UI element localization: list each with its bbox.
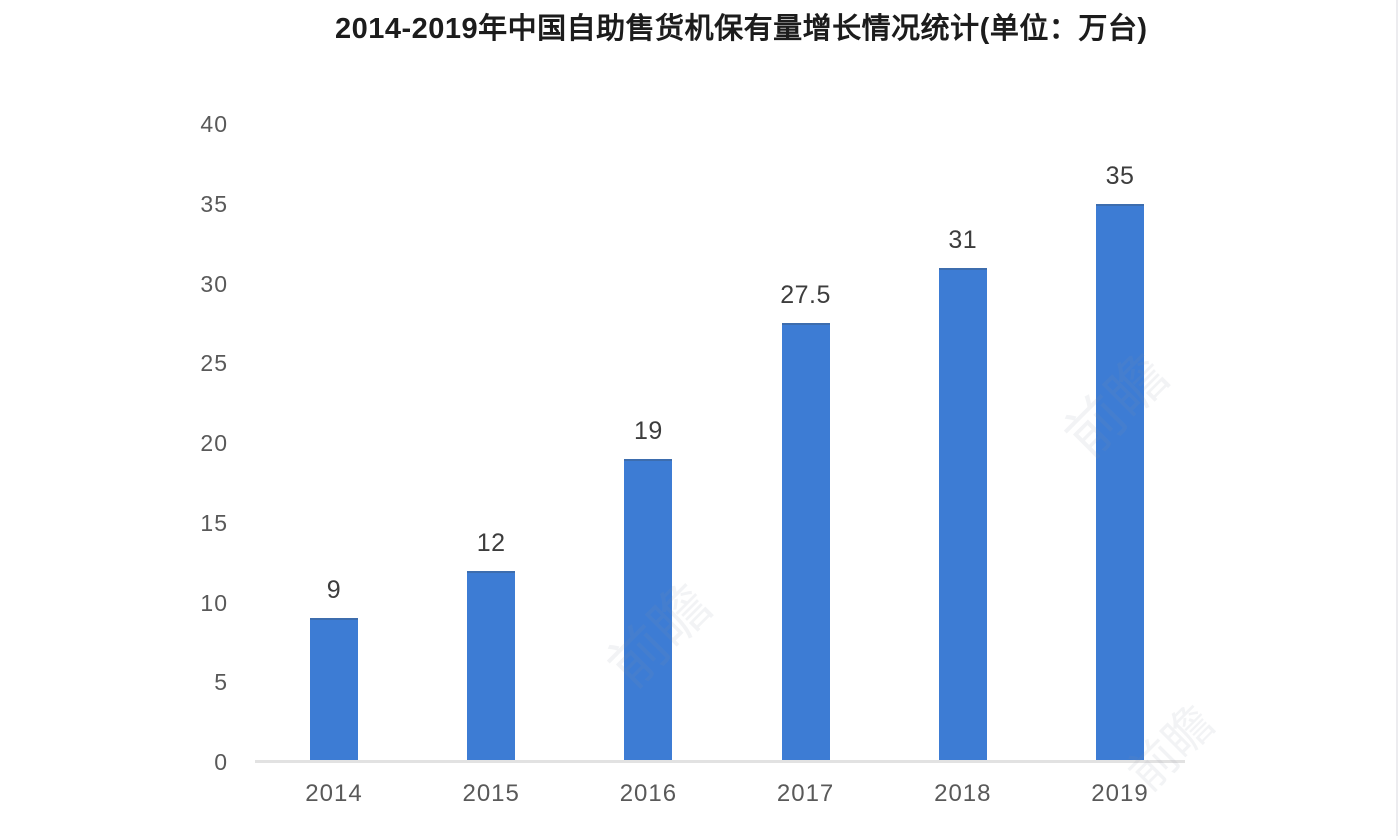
bar-2018 — [938, 267, 987, 762]
bar-2016 — [624, 458, 673, 762]
chart-title: 2014-2019年中国自助售货机保有量增长情况统计(单位：万台) — [335, 13, 1148, 45]
x-axis-label-2019: 2019 — [1091, 780, 1149, 807]
x-axis-label-2015: 2015 — [462, 780, 520, 807]
bar-2019 — [1096, 203, 1144, 762]
x-axis-label-2017: 2017 — [776, 780, 835, 807]
x-axis-line — [255, 760, 1185, 763]
y-axis-tick-label: 5 — [214, 669, 228, 696]
x-axis-label-2018: 2018 — [934, 780, 992, 807]
y-axis-tick-label: 0 — [214, 749, 228, 775]
bar-value-label-2019: 35 — [1105, 161, 1135, 190]
y-axis-tick-label: 20 — [200, 430, 228, 456]
y-axis-tick-label: 10 — [200, 589, 228, 616]
x-axis-label-2016: 2016 — [619, 780, 678, 807]
y-axis-tick-label: 40 — [200, 111, 228, 137]
y-axis-tick-label: 35 — [200, 190, 228, 217]
bar-2015 — [467, 570, 516, 762]
bar-value-label-2016: 19 — [633, 416, 663, 445]
right-edge-line — [1396, 0, 1398, 836]
y-axis-tick-label: 25 — [200, 350, 228, 377]
bar-value-label-2018: 31 — [948, 225, 978, 254]
bar-2017 — [781, 323, 830, 762]
y-axis-tick-label: 30 — [200, 270, 228, 297]
y-axis-tick-label: 15 — [200, 509, 228, 536]
x-axis-label-2014: 2014 — [305, 780, 363, 807]
bar-value-label-2014: 9 — [326, 576, 342, 605]
bar-value-label-2015: 12 — [476, 528, 506, 557]
bar-value-label-2017: 27.5 — [780, 281, 831, 310]
bar-2014 — [310, 618, 358, 762]
